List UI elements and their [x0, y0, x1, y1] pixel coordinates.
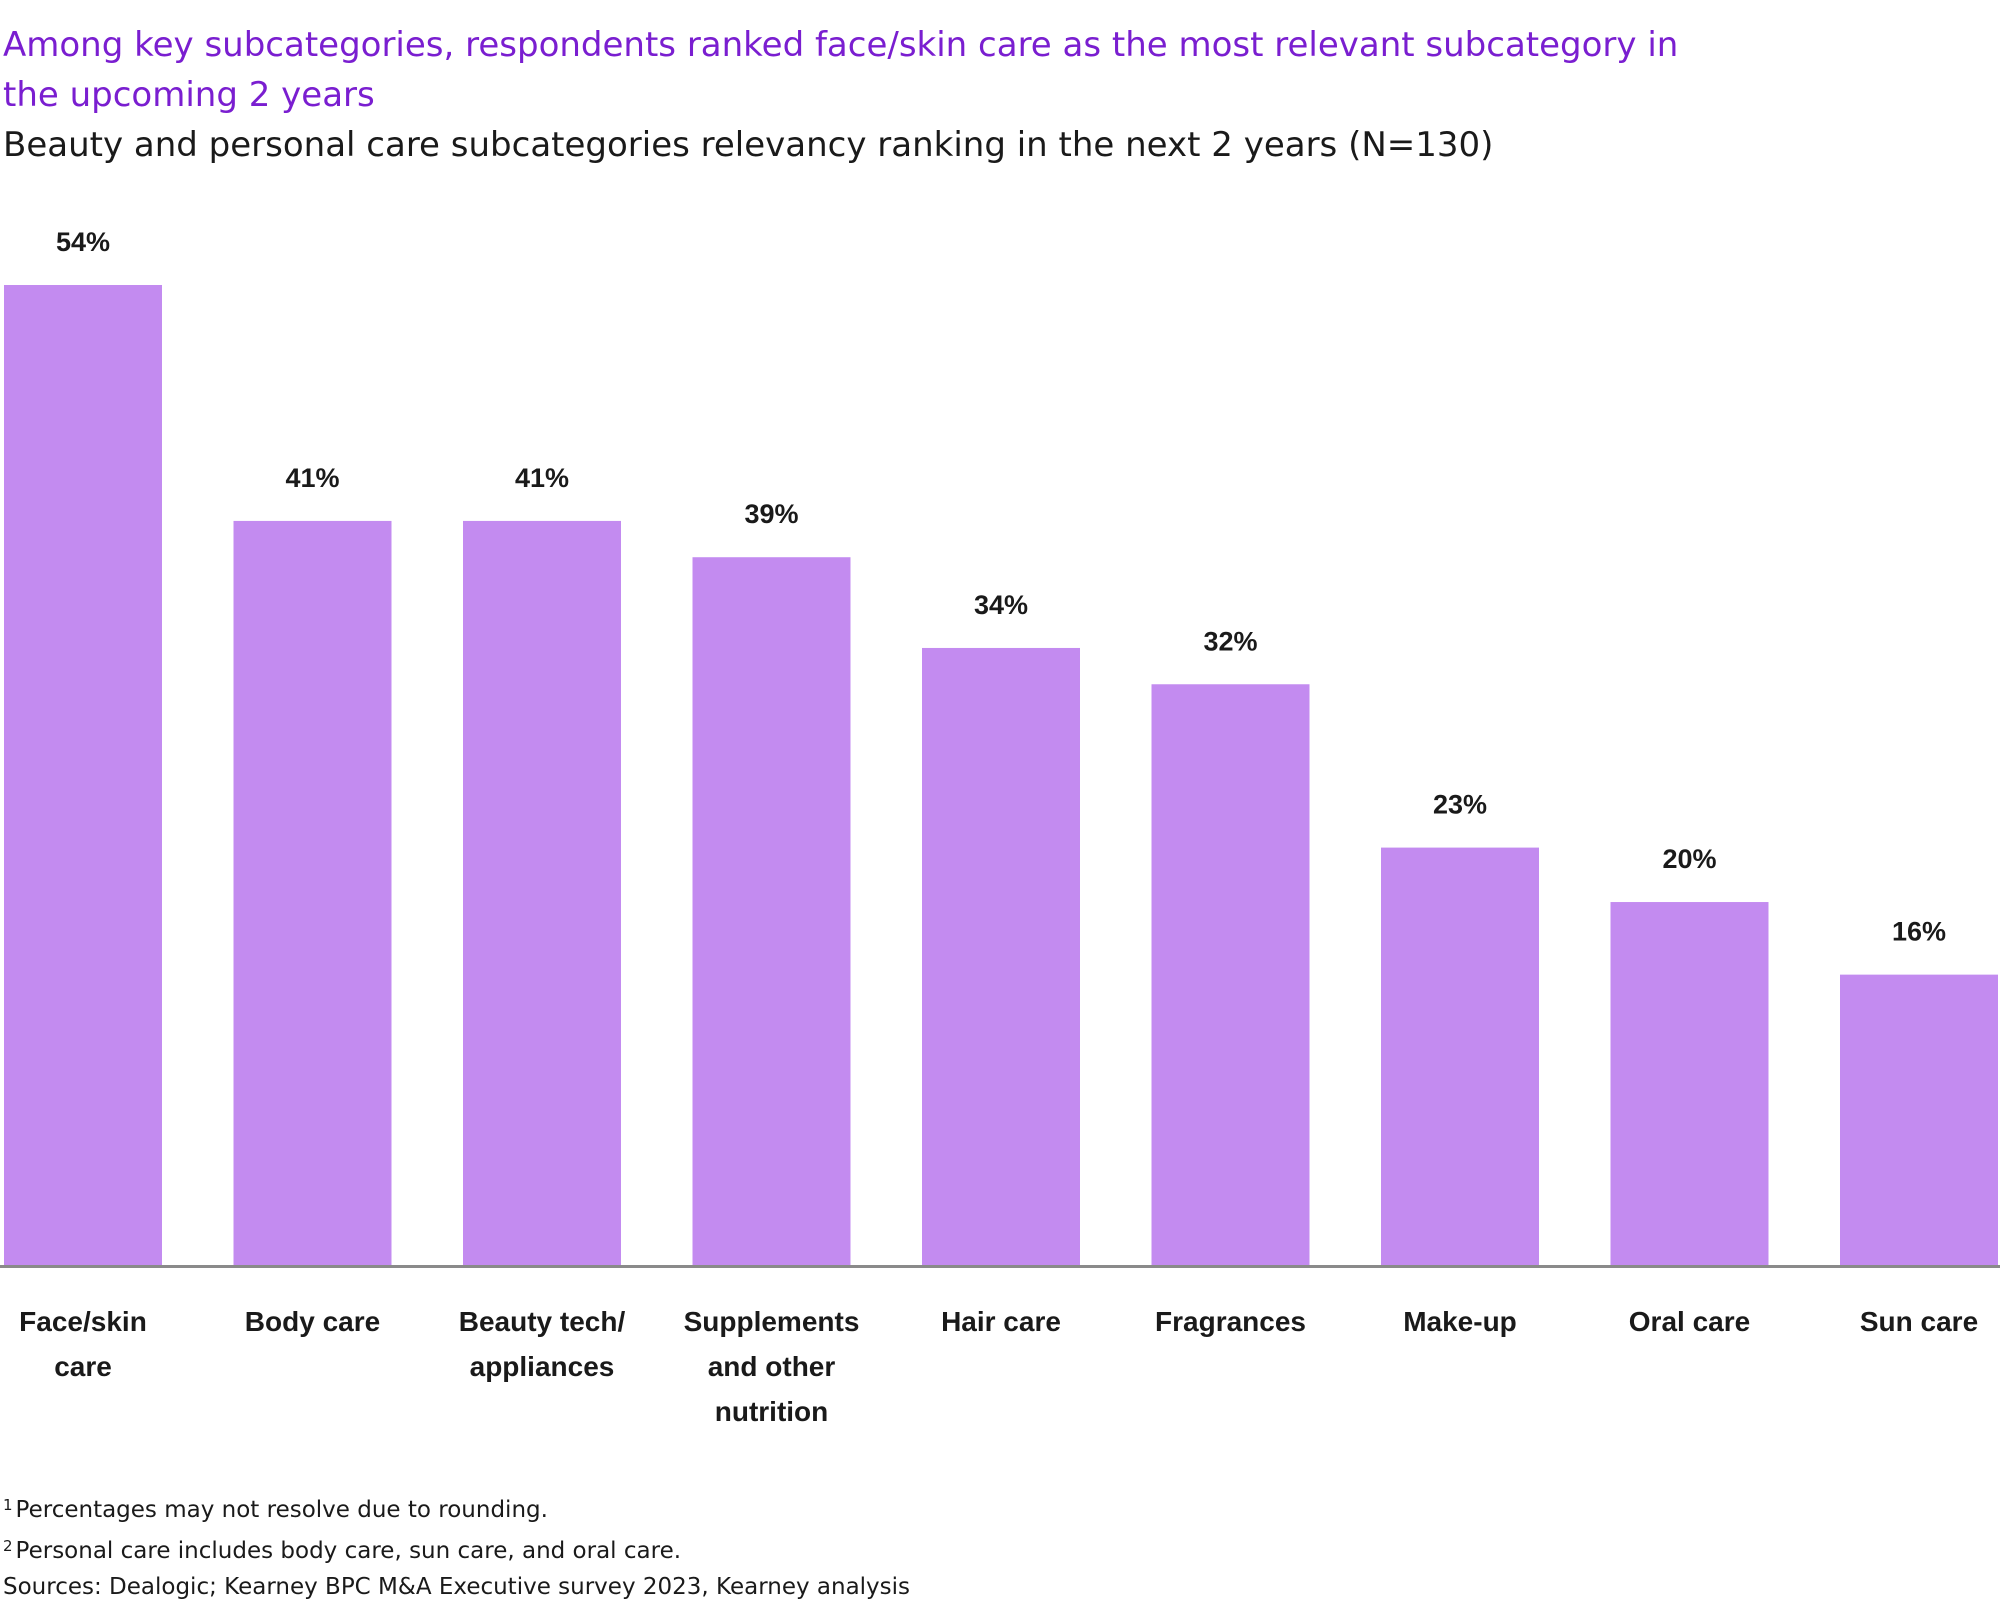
category-label-line: care	[54, 1351, 112, 1382]
category-label-oral-care: Oral care	[1629, 1306, 1750, 1337]
value-label-make-up: 23%	[1433, 790, 1487, 820]
category-label-beauty-tech-appliances: Beauty tech/appliances	[459, 1306, 626, 1382]
category-label-line: nutrition	[715, 1396, 829, 1427]
chart-subtitle: Beauty and personal care subcategories r…	[3, 125, 1494, 165]
bar-supplements-and-other-nutrition	[692, 557, 851, 1265]
value-label-face-skin-care: 54%	[56, 227, 110, 257]
category-label-line: Fragrances	[1155, 1306, 1306, 1337]
bar-hair-care	[922, 647, 1080, 1265]
bars-layer	[4, 285, 1998, 1265]
value-labels-layer: 54% 41% 41% 39% 34% 32% 23% 20% 16%	[56, 227, 1946, 947]
footnote-2: 2 Personal care includes body care, sun c…	[3, 1526, 1903, 1567]
chart-headline: Among key subcategories, respondents ran…	[3, 25, 1679, 115]
value-label-hair-care: 34%	[974, 590, 1028, 620]
footnote-text-2: Personal care includes body care, sun ca…	[15, 1538, 682, 1564]
category-label-line: and other	[708, 1351, 836, 1382]
footnote-text-1: Percentages may not resolve due to round…	[15, 1497, 548, 1523]
category-labels-layer: Face/skin care Body care Beauty tech/applia…	[19, 1306, 1978, 1427]
category-label-fragrances: Fragrances	[1155, 1306, 1306, 1337]
category-label-line: Body care	[245, 1306, 380, 1337]
bar-sun-care	[1840, 974, 1998, 1265]
category-label-make-up: Make-up	[1403, 1306, 1517, 1337]
sources-line: Sources: Dealogic; Kearney BPC M&A Execu…	[3, 1567, 1903, 1608]
category-label-hair-care: Hair care	[941, 1306, 1061, 1337]
value-label-body-care: 41%	[285, 463, 339, 493]
footnote-1: 1 Percentages may not resolve due to roun…	[3, 1485, 1903, 1526]
category-label-line: appliances	[470, 1351, 615, 1382]
category-label-body-care: Body care	[245, 1306, 380, 1337]
category-label-face-skin-care: Face/skin care	[19, 1306, 147, 1382]
category-label-line: Make-up	[1403, 1306, 1517, 1337]
value-label-oral-care: 20%	[1662, 844, 1716, 874]
bar-chart: 54% 41% 41% 39% 34% 32% 23% 20% 16% Face/skin car…	[0, 227, 2000, 1427]
footnotes: 1 Percentages may not resolve due to roun…	[3, 1485, 1903, 1608]
bar-fragrances	[1151, 684, 1310, 1265]
value-label-sun-care: 16%	[1892, 917, 1946, 947]
category-label-line: Face/skin	[19, 1306, 147, 1337]
category-label-line: Hair care	[941, 1306, 1061, 1337]
footnote-marker-1: 1	[3, 1496, 13, 1514]
footnote-marker-2: 2	[3, 1537, 13, 1555]
bar-face-skin-care	[4, 285, 162, 1265]
category-label-sun-care: Sun care	[1860, 1306, 1978, 1337]
bar-oral-care	[1610, 902, 1769, 1265]
bar-beauty-tech-appliances	[463, 520, 621, 1265]
category-label-line: Sun care	[1860, 1306, 1978, 1337]
bar-make-up	[1381, 847, 1539, 1265]
category-label-supplements-and-other-nutrition: Supplements and other nutrition	[684, 1306, 860, 1427]
value-label-beauty-tech-appliances: 41%	[515, 463, 569, 493]
value-label-fragrances: 32%	[1203, 626, 1257, 656]
value-label-supplements-and-other-nutrition: 39%	[744, 499, 798, 529]
category-label-line: Oral care	[1629, 1306, 1750, 1337]
category-label-line: Supplements	[684, 1306, 860, 1337]
category-label-line: Beauty tech/	[459, 1306, 626, 1337]
bar-body-care	[233, 520, 392, 1265]
sources-text: Sources: Dealogic; Kearney BPC M&A Execu…	[3, 1574, 911, 1600]
